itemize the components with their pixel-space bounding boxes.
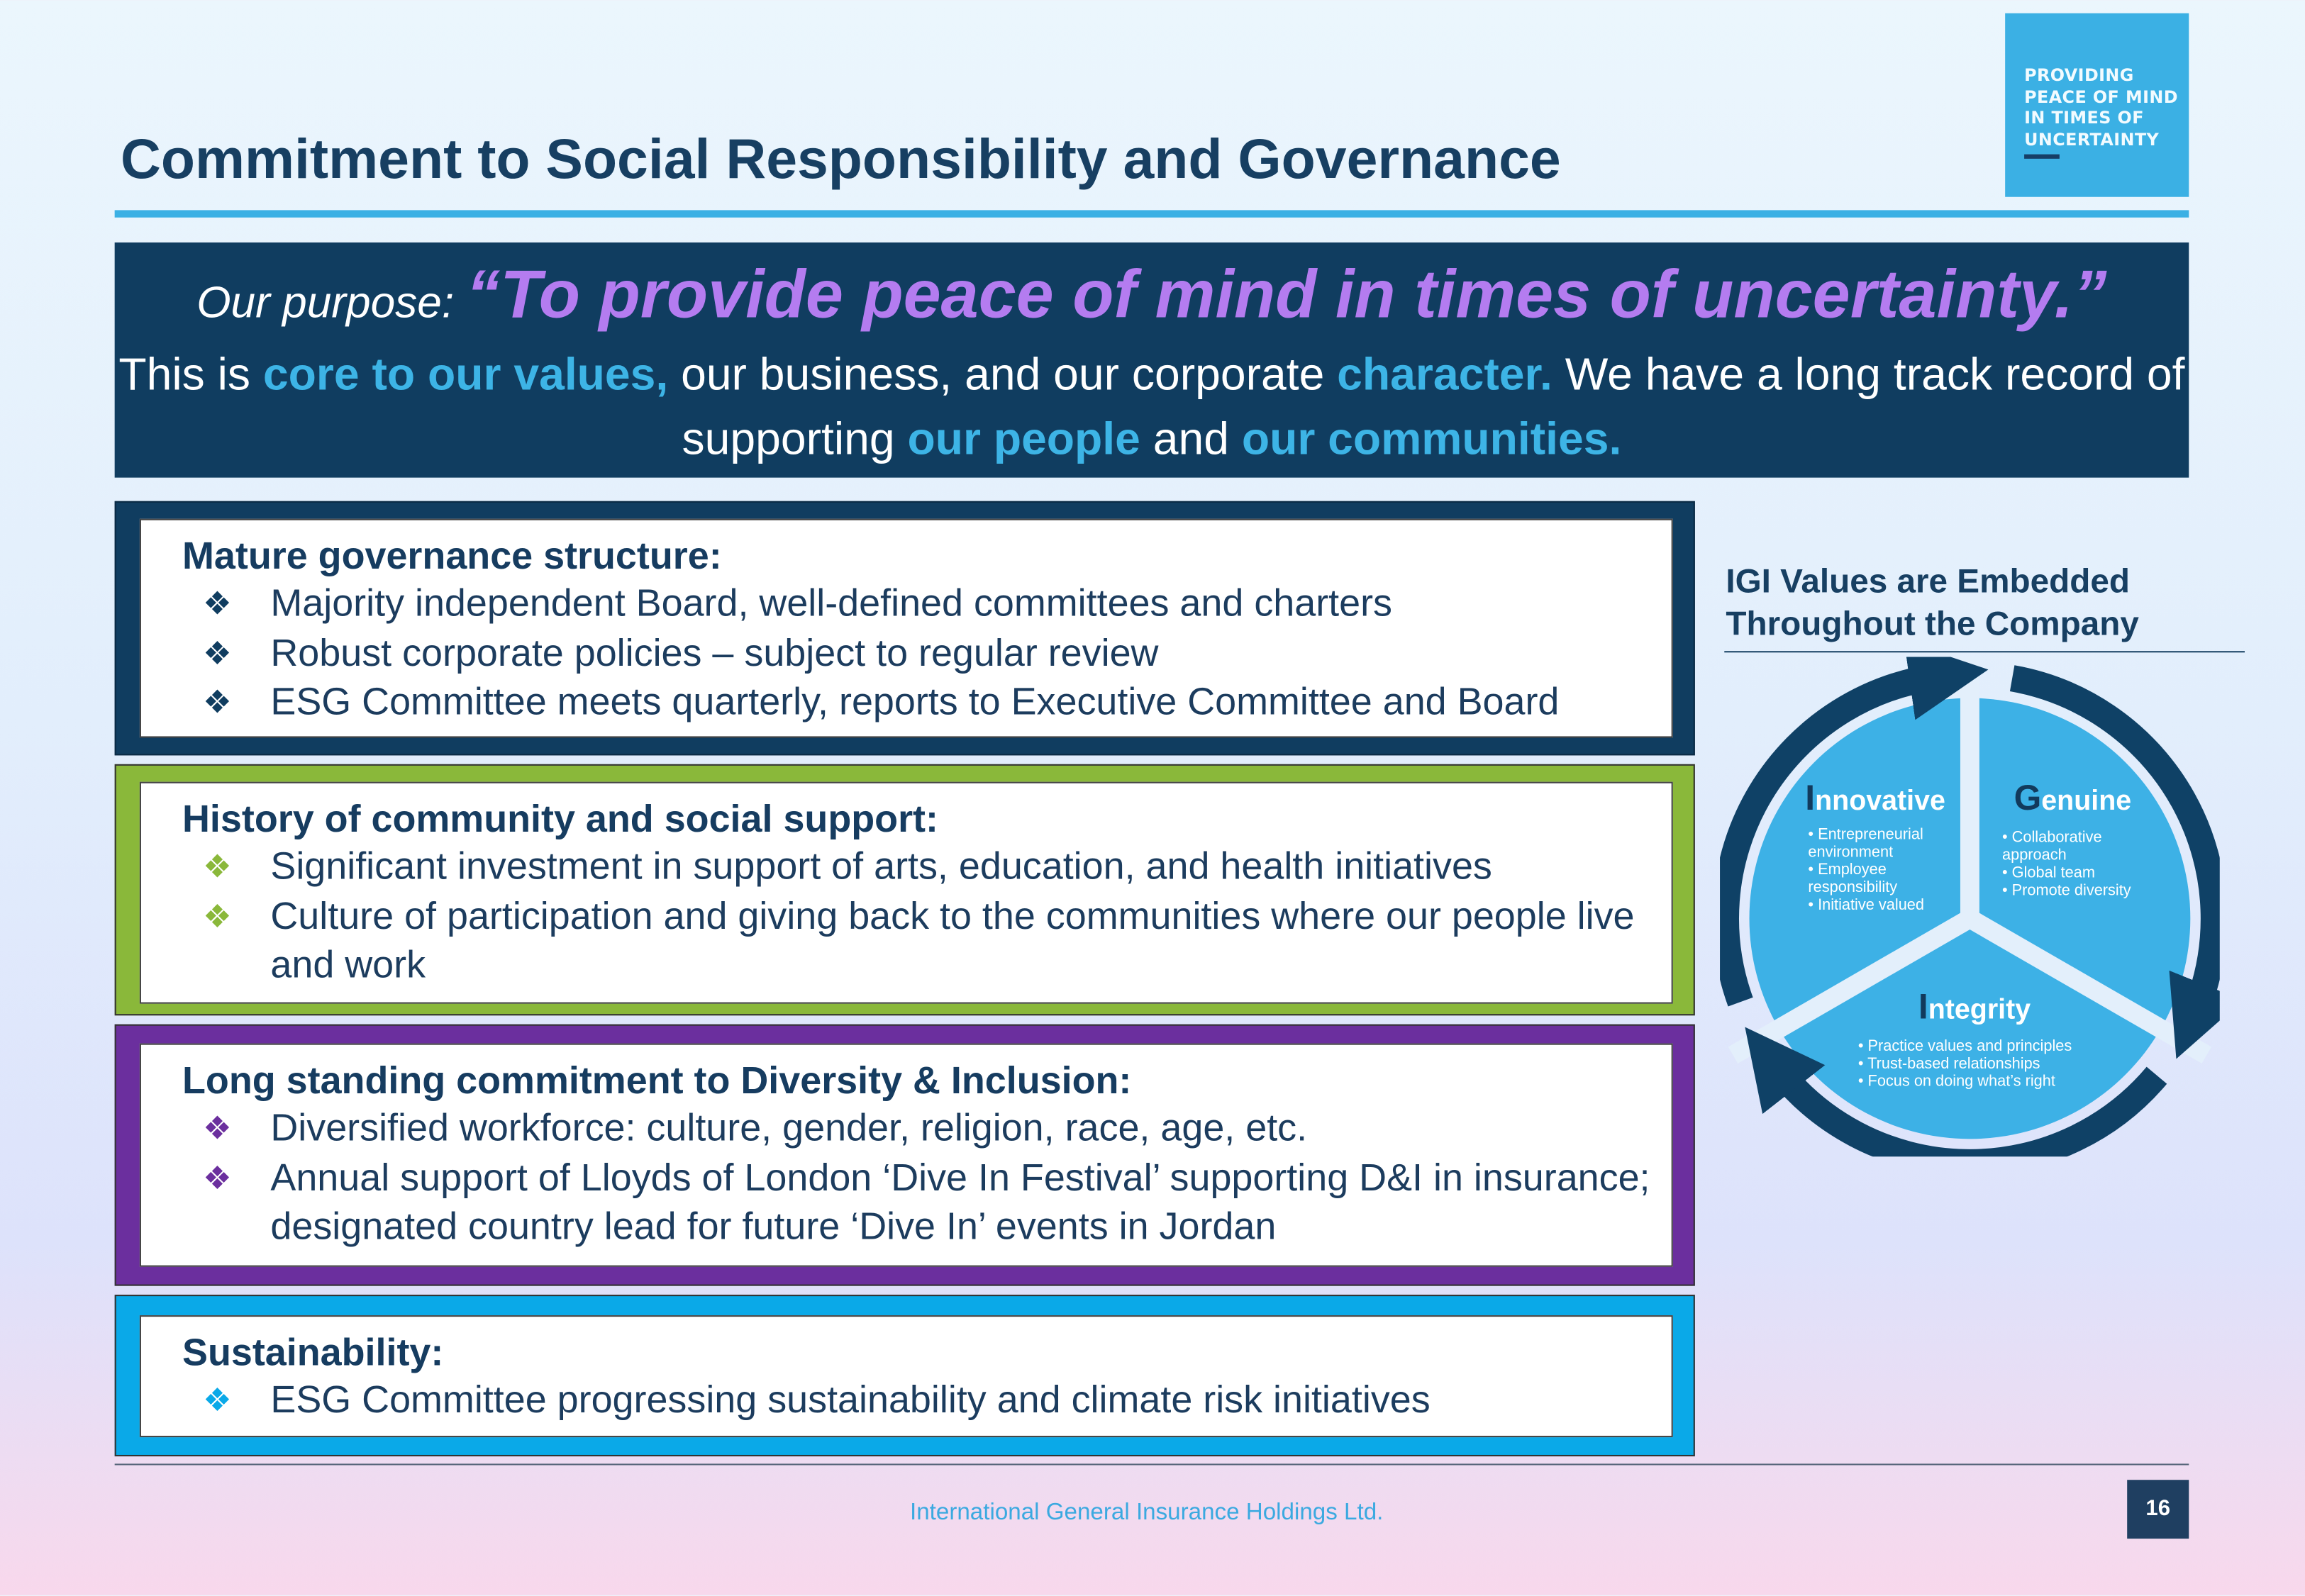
purpose-banner: Our purpose: “To provide peace of mind i… [114,242,2189,478]
bullet-text: ESG Committee progressing sustainability… [270,1377,1431,1422]
values-cycle-diagram: Innovative• Entrepreneurial environment•… [1720,657,2220,1157]
highlight: our communities. [1241,413,1622,464]
diamond-bullet-icon: ❖ [203,897,232,934]
bullet-text: Culture of participation and giving back… [270,893,1635,986]
bullet-item: ❖ ESG Committee progressing sustainabilit… [182,1375,1672,1424]
highlight: character. [1337,348,1553,400]
purpose-statement: This is core to our values, our business… [115,342,2189,471]
bullet-text: ESG Committee meets quarterly, reports t… [270,679,1560,723]
cycle-arrow-icon [1720,657,1989,1007]
value-point: responsibility [1808,878,1897,895]
value-point: • Collaborative [2002,828,2102,846]
cycle-arrow-icon [2009,665,2220,1059]
text: and [1140,413,1242,464]
values-title-line: Throughout the Company [1726,603,2139,642]
section-heading: History of community and social support: [182,796,938,841]
highlight: our people [907,413,1140,464]
diamond-bullet-icon: ❖ [203,683,232,720]
value-title: Innovative [1805,778,1945,817]
values-divider [1724,651,2245,653]
bullet-text: Significant investment in support of art… [270,843,1492,888]
value-point: • Practice values and principles [1858,1037,2072,1054]
bullet-item: ❖ Majority independent Board, well-define… [182,579,1672,628]
diamond-bullet-icon: ❖ [203,634,232,671]
bullet-text: Diversified workforce: culture, gender, … [270,1105,1308,1149]
bullet-text: Robust corporate policies – subject to r… [270,630,1159,674]
value-title: Genuine [2014,778,2132,817]
sector-gap [1965,910,2212,1064]
value-title: Integrity [1918,986,2031,1026]
footer-divider [114,1463,2189,1466]
brand-logo: PROVIDING PEACE OF MIND IN TIMES OF UNCE… [2005,13,2189,197]
value-point: • Initiative valued [1808,895,1924,913]
text: This is [118,348,263,400]
diamond-bullet-icon: ❖ [203,1109,232,1146]
section-heading: Sustainability: [182,1329,444,1374]
values-title-line: IGI Values are Embedded [1726,561,2131,600]
section-sustainability: Sustainability: ❖ ESG Committee progressin… [114,1295,1695,1457]
highlight: core to our values, [262,348,669,400]
section-heading: Mature governance structure: [182,533,722,578]
diamond-bullet-icon: ❖ [203,1381,232,1419]
bullet-item: ❖ Robust corporate policies – subject to … [182,628,1672,677]
bullet-item: ❖ Significant investment in support of ar… [182,842,1672,891]
page-title: Commitment to Social Responsibility and … [120,129,1561,191]
bullet-item: ❖ Annual support of Lloyds of London ‘Div… [182,1153,1672,1251]
footer-company: International General Insurance Holdings… [910,1500,1384,1526]
diamond-bullet-icon: ❖ [203,847,232,885]
text: We have a long track record of supportin… [682,348,2185,464]
bullet-item: ❖ Culture of participation and giving bac… [182,891,1672,990]
section-community: History of community and social support:… [114,764,1695,1016]
diamond-bullet-icon: ❖ [203,584,232,622]
logo-underline [2024,154,2060,159]
values-title: IGI Values are Embedded Throughout the C… [1726,560,2139,645]
value-point: approach [2002,846,2067,864]
value-point: • Global team [2002,863,2095,881]
value-point: • Trust-based relationships [1858,1054,2040,1072]
value-point: environment [1808,842,1893,860]
logo-tagline: PROVIDING PEACE OF MIND IN TIMES OF UNCE… [2024,65,2178,150]
cycle-arrow-icon [1745,1027,2167,1157]
section-heading: Long standing commitment to Diversity & … [182,1058,1132,1103]
section-governance: Mature governance structure: ❖ Majority in… [114,501,1695,756]
diamond-bullet-icon: ❖ [203,1159,232,1196]
value-point: • Focus on doing what’s right [1858,1072,2055,1090]
page-number: 16 [2127,1480,2189,1539]
bullet-text: Majority independent Board, well-defined… [270,580,1393,625]
section-diversity: Long standing commitment to Diversity & … [114,1024,1695,1286]
purpose-quote: “To provide peace of mind in times of un… [466,255,2107,333]
bullet-item: ❖ Diversified workforce: culture, gender,… [182,1104,1672,1153]
value-point: • Promote diversity [2002,881,2131,898]
bullet-text: Annual support of Lloyds of London ‘Dive… [270,1154,1650,1248]
value-point: • Entrepreneurial [1808,825,1923,843]
text: our business, and our corporate [668,348,1338,400]
value-point: • Employee [1808,860,1886,878]
purpose-label: Our purpose: [196,279,467,328]
title-divider [114,210,2189,218]
bullet-item: ❖ ESG Committee meets quarterly, reports … [182,678,1672,727]
